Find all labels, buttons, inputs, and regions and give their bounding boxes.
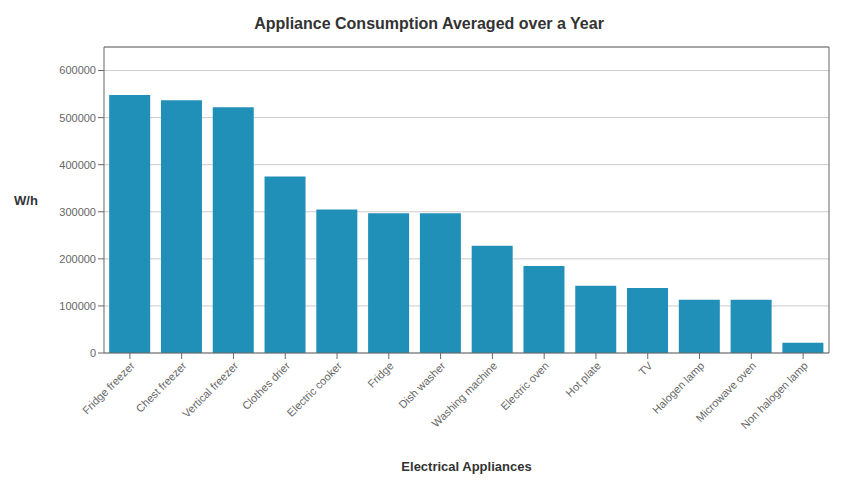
svg-text:W/h: W/h bbox=[14, 193, 38, 208]
svg-text:200000: 200000 bbox=[59, 253, 96, 265]
html-text:Appliance Consumption Averaged: Appliance Consumption Averaged over a Ye… bbox=[254, 15, 604, 32]
svg-text:TV: TV bbox=[636, 359, 655, 378]
svg-text:300000: 300000 bbox=[59, 206, 96, 218]
svg-text:Clothes drier: Clothes drier bbox=[240, 359, 293, 412]
svg-text:Electric oven: Electric oven bbox=[498, 359, 551, 412]
svg-text:500000: 500000 bbox=[59, 112, 96, 124]
svg-text:600000: 600000 bbox=[59, 64, 96, 76]
svg-text:Fridge: Fridge bbox=[365, 359, 396, 390]
svg-text:Microwave oven: Microwave oven bbox=[693, 359, 759, 425]
svg-text:Vertical freezer: Vertical freezer bbox=[180, 359, 241, 420]
svg-text:0: 0 bbox=[90, 347, 96, 359]
svg-text:Chest freezer: Chest freezer bbox=[133, 359, 188, 414]
svg-text:Fridge freezer: Fridge freezer bbox=[80, 359, 137, 416]
svg-text:400000: 400000 bbox=[59, 159, 96, 171]
svg-text:Halogen lamp: Halogen lamp bbox=[650, 359, 706, 415]
svg-text:Non halogen lamp: Non halogen lamp bbox=[738, 359, 810, 431]
svg-text:Electric cooker: Electric cooker bbox=[284, 359, 344, 419]
svg-text:100000: 100000 bbox=[59, 300, 96, 312]
svg-text:Dish washer: Dish washer bbox=[396, 359, 448, 411]
svg-text:Washing machine: Washing machine bbox=[429, 359, 499, 429]
svg-text:Hot plate: Hot plate bbox=[563, 359, 603, 399]
svg-text:Electrical Appliances: Electrical Appliances bbox=[401, 459, 531, 474]
